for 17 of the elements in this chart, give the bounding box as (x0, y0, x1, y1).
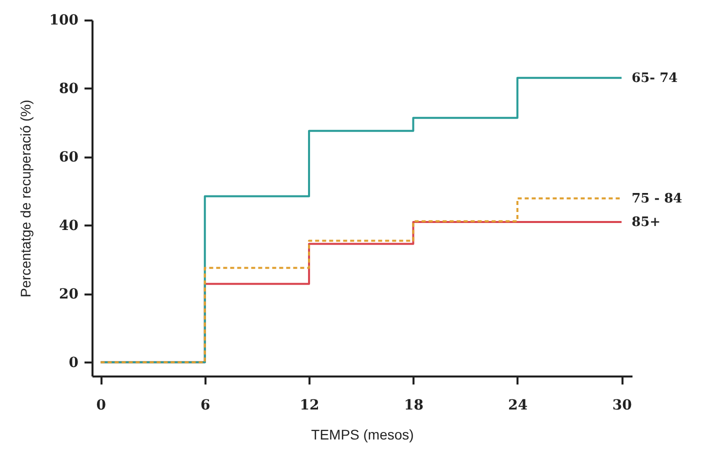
series-label: 85+ (632, 214, 661, 230)
y-tick-label: 0 (68, 354, 79, 371)
x-tick-label: 6 (200, 398, 210, 414)
series-label: 75 - 84 (632, 191, 682, 206)
x-axis-title: TEMPS (mesos) (311, 426, 414, 442)
x-tick-label: 24 (508, 398, 528, 414)
x-tick-label: 30 (612, 398, 632, 414)
y-tick-label: 100 (49, 12, 79, 28)
y-tick-label: 60 (59, 149, 79, 166)
x-tick-label: 0 (96, 398, 106, 414)
y-tick-label: 20 (59, 286, 79, 302)
y-tick-label: 80 (59, 80, 79, 97)
x-tick-label: 18 (404, 398, 424, 414)
series-label: 65- 74 (632, 70, 678, 86)
x-tick-label: 12 (300, 398, 320, 414)
y-tick-label: 40 (59, 218, 79, 234)
y-axis-title: Percentatge de recuperació (%) (17, 100, 34, 298)
